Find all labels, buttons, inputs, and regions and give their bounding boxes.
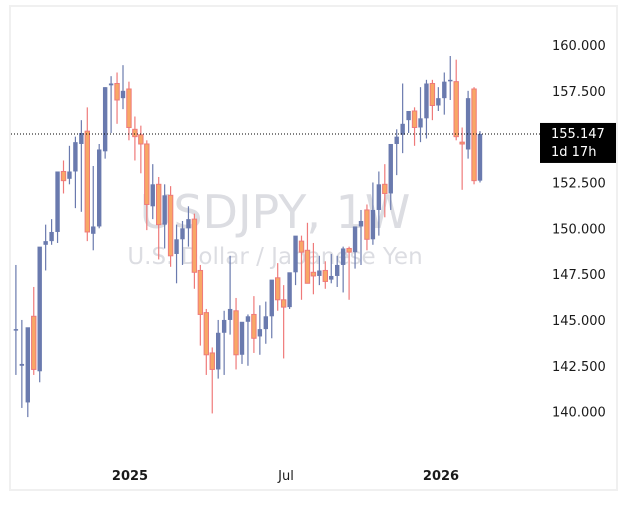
candle-up[interactable] <box>13 264 19 375</box>
price-tick-label: 157.500 <box>552 85 606 100</box>
candle-down[interactable] <box>459 127 465 190</box>
candle-up[interactable] <box>221 310 227 375</box>
bar-countdown: 1d 17h <box>551 145 596 160</box>
candle-up[interactable] <box>174 224 179 284</box>
candle-up[interactable] <box>340 246 346 293</box>
last-price-value: 155.147 <box>551 127 605 142</box>
candle-up[interactable] <box>358 209 364 265</box>
candle-down[interactable] <box>251 296 257 353</box>
symbol-watermark: USDJPY, 1W U.S. Dollar / Japanese Yen <box>127 185 422 270</box>
candle-down[interactable] <box>322 261 329 289</box>
candle-up[interactable] <box>335 255 340 287</box>
candle-up[interactable] <box>49 219 54 245</box>
candle-down[interactable] <box>191 213 198 289</box>
candle-down[interactable] <box>138 125 144 174</box>
time-tick-label: Jul <box>277 469 294 484</box>
candle-up[interactable] <box>216 319 221 379</box>
candle-up[interactable] <box>180 220 185 265</box>
candle-up[interactable] <box>150 164 155 220</box>
candle-up[interactable] <box>227 255 233 335</box>
candle-up[interactable] <box>406 110 411 133</box>
candle-down[interactable] <box>132 116 138 161</box>
candle-down[interactable] <box>209 347 215 414</box>
candle-up[interactable] <box>102 87 108 159</box>
candle-up[interactable] <box>245 314 251 366</box>
candle-down[interactable] <box>429 79 436 121</box>
candle-up[interactable] <box>477 131 483 183</box>
candle-up[interactable] <box>418 87 423 143</box>
candle-up[interactable] <box>436 87 441 111</box>
candle-down[interactable] <box>167 186 174 267</box>
candle-up[interactable] <box>448 55 453 100</box>
candle-down[interactable] <box>156 176 162 260</box>
candle-up[interactable] <box>73 136 78 209</box>
candle-up[interactable] <box>317 255 322 286</box>
candle-up[interactable] <box>257 305 263 355</box>
candle-up[interactable] <box>388 143 393 210</box>
candle-up[interactable] <box>186 206 191 247</box>
candle-down[interactable] <box>84 107 90 242</box>
candle-down[interactable] <box>304 222 311 284</box>
candle-down[interactable] <box>453 59 459 141</box>
candle-up[interactable] <box>424 79 429 139</box>
time-axis[interactable]: 2025 Jul 2026 <box>112 469 459 484</box>
candle-up[interactable] <box>162 184 167 249</box>
price-tick-label: 145.000 <box>552 314 606 329</box>
candle-up[interactable] <box>376 171 382 236</box>
candle-up[interactable] <box>25 327 30 418</box>
candle-down[interactable] <box>346 246 352 300</box>
candle-up[interactable] <box>91 165 96 251</box>
candle-up[interactable] <box>108 76 114 133</box>
candle-up[interactable] <box>43 224 48 271</box>
candle-down[interactable] <box>298 235 305 300</box>
last-price-label: 155.147 1d 17h <box>540 122 616 163</box>
candle-up[interactable] <box>120 65 126 110</box>
candle-up[interactable] <box>352 226 358 269</box>
candle-down[interactable] <box>144 140 150 231</box>
candle-up[interactable] <box>239 321 245 364</box>
candle-down[interactable] <box>203 308 210 375</box>
watermark-title: USDJPY, 1W <box>140 185 411 239</box>
candle-down[interactable] <box>114 72 120 124</box>
candle-down[interactable] <box>275 263 281 311</box>
candle-up[interactable] <box>263 301 268 344</box>
price-tick-label: 140.000 <box>552 406 606 421</box>
candles-group <box>13 55 483 418</box>
candle-up[interactable] <box>400 83 405 154</box>
candle-down[interactable] <box>382 164 388 218</box>
price-tick-label: 147.500 <box>552 268 606 283</box>
candle-down[interactable] <box>471 87 477 185</box>
price-axis[interactable]: 160.000 157.500 152.500 150.000 147.500 145.0… <box>552 39 606 421</box>
candle-up[interactable] <box>269 279 274 339</box>
candle-down[interactable] <box>280 285 287 359</box>
candle-up[interactable] <box>442 72 447 115</box>
price-tick-label: 160.000 <box>552 39 606 54</box>
candle-up[interactable] <box>465 90 471 159</box>
candle-up[interactable] <box>287 272 292 309</box>
candle-up[interactable] <box>329 253 334 284</box>
candle-down[interactable] <box>126 81 132 141</box>
candle-up[interactable] <box>394 129 399 176</box>
candle-up[interactable] <box>55 171 60 243</box>
candle-up[interactable] <box>97 143 102 229</box>
candle-up[interactable] <box>19 319 25 408</box>
candle-up[interactable] <box>67 145 72 185</box>
candle-down[interactable] <box>364 204 370 251</box>
candle-up[interactable] <box>293 235 298 286</box>
candle-down[interactable] <box>197 264 204 346</box>
candle-down[interactable] <box>411 107 418 146</box>
time-tick-label: 2026 <box>423 469 459 484</box>
candle-up[interactable] <box>37 246 42 383</box>
candle-up[interactable] <box>79 120 84 212</box>
candle-down[interactable] <box>233 297 239 370</box>
price-tick-label: 150.000 <box>552 222 606 237</box>
price-tick-label: 152.500 <box>552 176 606 191</box>
candle-down[interactable] <box>31 286 37 375</box>
candle-down[interactable] <box>310 242 317 295</box>
candle-down[interactable] <box>60 160 67 194</box>
price-tick-label: 142.500 <box>552 360 606 375</box>
time-tick-label: 2025 <box>112 469 148 484</box>
candle-up[interactable] <box>370 182 376 245</box>
